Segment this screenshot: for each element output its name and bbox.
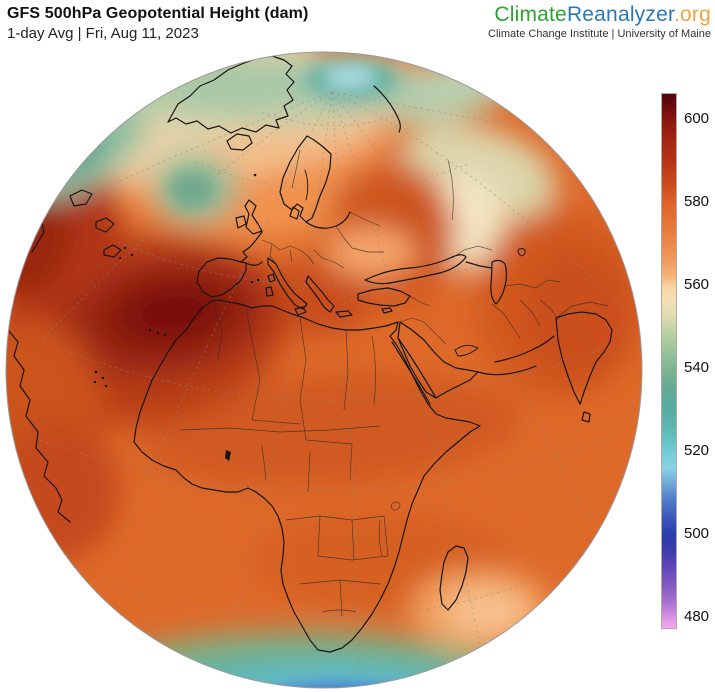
brand-logo-org: .org (674, 3, 711, 26)
header: GFS 500hPa Geopotential Height (dam) 1-d… (7, 3, 308, 44)
colorbar-tick-580: 580 (684, 193, 710, 210)
graticule (39, 91, 623, 687)
globe-rim (5, 51, 643, 689)
colorbar-tick-540: 540 (684, 359, 710, 376)
colorbar-tick-520: 520 (684, 442, 710, 459)
colorbar-tick-480: 480 (684, 608, 710, 625)
page-title: GFS 500hPa Geopotential Height (dam) (7, 5, 309, 22)
brand-logo-reanalyzer: Reanalyzer (566, 3, 674, 26)
page-subtitle: 1-day Avg | Fri, Aug 11, 2023 (7, 25, 199, 42)
colorbar (661, 93, 677, 629)
brand-logo-climate: Climate (494, 3, 567, 26)
globe-field (6, 52, 642, 688)
island-dots (93, 173, 260, 461)
country-borders (179, 149, 609, 617)
colorbar-gradient (662, 94, 676, 628)
brand-logo[interactable]: ClimateReanalyzer.org (488, 4, 711, 26)
colorbar-tick-560: 560 (684, 276, 710, 293)
brand-block: ClimateReanalyzer.org Climate Change Ins… (488, 4, 711, 41)
colorbar-tick-600: 600 (684, 110, 710, 127)
colorbar-tick-500: 500 (684, 525, 710, 542)
brand-tagline: Climate Change Institute | University of… (488, 28, 711, 40)
coastlines (7, 55, 613, 653)
